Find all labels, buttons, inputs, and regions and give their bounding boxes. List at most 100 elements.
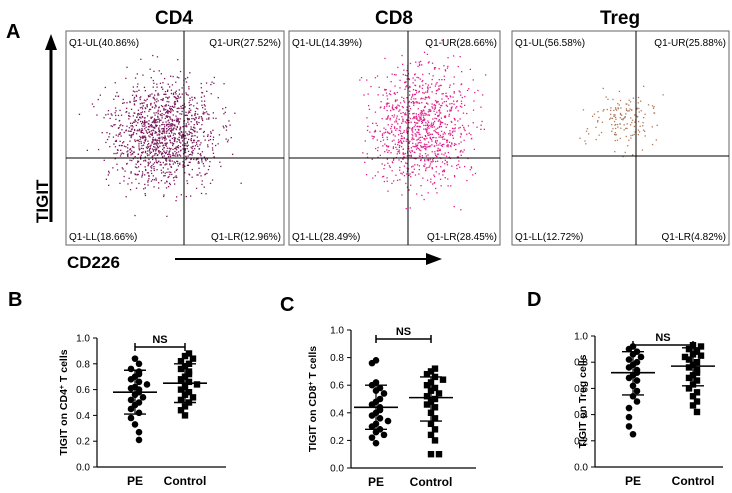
flow-dot <box>163 194 165 196</box>
flow-dot <box>451 102 453 105</box>
flow-dot <box>424 160 426 162</box>
flow-dot <box>386 102 388 104</box>
flow-dot <box>162 148 164 151</box>
flow-dot <box>194 110 197 113</box>
flow-dot <box>450 133 452 135</box>
flow-dot <box>129 122 132 124</box>
flow-dot <box>166 215 168 217</box>
flow-dot <box>154 143 156 145</box>
flow-dot <box>164 91 167 93</box>
flow-dot <box>169 164 171 166</box>
flow-dot <box>151 148 154 150</box>
flow-dot <box>193 139 196 141</box>
flow-dot <box>141 102 143 104</box>
flow-dot <box>450 120 452 123</box>
flow-dot <box>115 140 117 142</box>
flow-dot <box>441 121 443 124</box>
flow-dot <box>415 115 418 117</box>
flow-dot <box>423 106 426 109</box>
flow-dot <box>420 149 422 152</box>
flow-dot <box>144 150 147 152</box>
flow-dot <box>182 148 184 150</box>
flow-dot <box>189 99 191 102</box>
flow-dot <box>406 138 408 140</box>
flow-dot <box>449 103 451 105</box>
flow-dot <box>410 155 412 157</box>
flow-dot <box>391 73 393 75</box>
flow-dot <box>399 102 402 104</box>
flow-dot <box>405 162 407 164</box>
flow-dot <box>225 129 228 131</box>
flow-dot <box>204 112 206 114</box>
flow-dot <box>128 177 130 179</box>
flow-dot <box>119 119 121 122</box>
flow-dot <box>393 108 395 111</box>
flow-dot <box>128 114 130 117</box>
flow-dot <box>179 96 182 98</box>
flow-dot <box>108 170 110 172</box>
flow-dot <box>171 128 173 130</box>
flow-dot <box>168 96 170 98</box>
flow-dot <box>145 146 148 148</box>
flow-dot <box>154 142 156 144</box>
flow-dot <box>470 166 472 168</box>
flow-dot <box>402 112 404 114</box>
flow-dot <box>461 96 463 99</box>
flow-dot <box>404 74 407 76</box>
flow-dot <box>437 147 439 149</box>
flow-dot <box>156 144 158 146</box>
flow-dot <box>451 131 454 133</box>
flow-dot <box>163 130 165 133</box>
flow-dot <box>415 145 417 147</box>
flow-dot <box>144 174 146 176</box>
flow-dot <box>141 137 143 139</box>
flow-dot <box>164 135 166 137</box>
flow-dot <box>182 107 184 110</box>
flow-dot <box>441 104 443 107</box>
flow-dot <box>394 135 396 137</box>
flow-dot <box>162 171 165 173</box>
flow-dot <box>174 183 176 185</box>
flow-dot <box>156 86 158 88</box>
flow-dot <box>146 121 148 123</box>
data-point-control <box>697 352 705 359</box>
flow-dot <box>412 113 414 115</box>
flow-dot <box>630 109 633 111</box>
flow-dot <box>451 127 454 129</box>
flow-dot <box>121 152 123 154</box>
flow-dot <box>395 129 397 131</box>
flow-dot <box>403 156 405 158</box>
flow-dot <box>629 108 631 110</box>
flow-dot <box>432 107 434 109</box>
flow-dot <box>617 107 619 109</box>
flow-dot <box>644 130 646 132</box>
flow-dot <box>420 146 423 148</box>
flow-dot <box>597 121 599 123</box>
flow-dot <box>163 124 166 126</box>
y-axis-label-tigit: TIGIT <box>33 179 52 223</box>
quadrant-label-ul: Q1-UL(14.39%) <box>292 38 362 49</box>
data-point-control <box>693 359 701 366</box>
flow-dot <box>184 148 186 150</box>
flow-dot <box>173 136 175 139</box>
flow-dot <box>405 173 408 175</box>
flow-dot <box>418 137 420 139</box>
y-tick-label: 0.6 <box>574 384 588 395</box>
flow-dot <box>411 166 413 168</box>
flow-dot <box>188 86 190 88</box>
flow-dot <box>406 75 408 77</box>
flow-dot <box>137 122 139 124</box>
flow-dot <box>93 106 95 108</box>
flow-dot <box>191 99 194 101</box>
quadrant-label-ll: Q1-LL(12.72%) <box>515 232 583 243</box>
flow-dot <box>396 128 398 130</box>
flow-dot <box>203 135 205 137</box>
flow-dot <box>451 143 453 145</box>
flow-dot <box>389 117 391 119</box>
flow-dot <box>163 130 165 132</box>
flow-dot <box>398 118 400 121</box>
data-point-control <box>431 426 439 433</box>
flow-dot <box>414 164 416 166</box>
flow-dot <box>176 111 178 113</box>
flow-dot <box>434 117 436 119</box>
